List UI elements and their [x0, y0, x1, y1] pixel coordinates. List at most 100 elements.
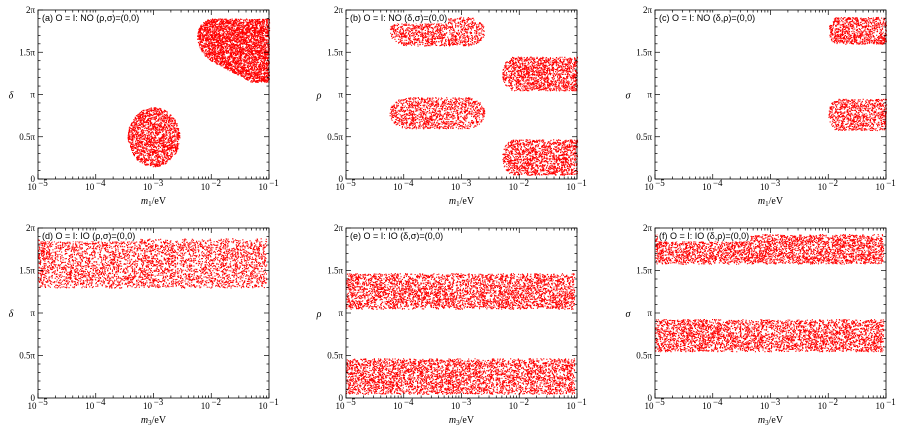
- panel-e: 10 −5 10 −4 10 −3 10 −2 10 −100.5ππ1.5π2πm3/eVρ(e…: [316, 223, 587, 427]
- x-tick-label: 10: [336, 182, 346, 192]
- x-tick-label: 10: [818, 182, 828, 192]
- panel-label: (e) O = I: IO (δ,σ)=(0,0): [350, 231, 443, 241]
- x-tick-exponent: −2: [828, 178, 838, 188]
- x-tick-exponent: −3: [462, 397, 472, 407]
- x-tick-exponent: −3: [771, 397, 781, 407]
- x-axis-label: m3/eV: [449, 415, 475, 427]
- x-tick-exponent: −4: [713, 397, 723, 407]
- scatter-region-c-2: [828, 98, 888, 132]
- x-tick-exponent: −4: [96, 178, 106, 188]
- x-tick-label: 10: [645, 401, 655, 411]
- scatter-points-a: [127, 18, 271, 168]
- scatter-points-c: [828, 16, 888, 132]
- x-tick-label: 10: [645, 182, 655, 192]
- y-tick-label: 2π: [643, 5, 653, 15]
- x-tick-exponent: −1: [886, 397, 896, 407]
- x-tick-label: 10: [876, 182, 886, 192]
- y-tick-label: π: [647, 90, 652, 100]
- y-tick-label: π: [338, 308, 343, 318]
- scatter-region-a-2: [197, 18, 271, 83]
- x-tick-exponent: −2: [828, 397, 838, 407]
- scatter-region-f-1: [655, 234, 885, 265]
- panel-f: 10 −5 10 −4 10 −3 10 −2 10 −100.5ππ1.5π2πm3/eVσ(f…: [626, 223, 896, 427]
- y-tick-label: 1.5π: [636, 47, 652, 57]
- y-axis-label: σ: [626, 91, 632, 102]
- x-tick-exponent: −2: [519, 397, 529, 407]
- y-tick-label: 2π: [334, 223, 344, 233]
- y-axis-label: σ: [626, 309, 632, 320]
- y-tick-label: 0.5π: [19, 351, 35, 361]
- x-axis-label: m3/eV: [141, 415, 167, 427]
- x-axis-label: m1/eV: [758, 196, 784, 208]
- x-tick-exponent: −3: [462, 178, 472, 188]
- scatter-points-d: [38, 238, 268, 289]
- y-tick-label: 0: [339, 393, 344, 403]
- x-tick-exponent: −4: [96, 397, 106, 407]
- y-tick-label: 0.5π: [636, 351, 652, 361]
- y-tick-label: 2π: [26, 5, 36, 15]
- y-tick-label: π: [338, 90, 343, 100]
- x-tick-label: 10: [85, 401, 95, 411]
- x-tick-exponent: −1: [577, 397, 587, 407]
- x-tick-label: 10: [509, 182, 519, 192]
- x-tick-label: 10: [818, 401, 828, 411]
- y-tick-label: 2π: [643, 223, 653, 233]
- x-tick-label: 10: [201, 182, 211, 192]
- x-tick-exponent: −5: [346, 397, 356, 407]
- y-tick-label: 1.5π: [636, 266, 652, 276]
- x-tick-exponent: −4: [713, 178, 723, 188]
- y-tick-label: 0: [648, 393, 653, 403]
- x-tick-label: 10: [259, 401, 269, 411]
- x-tick-label: 10: [28, 401, 38, 411]
- scatter-region-b-2: [389, 97, 486, 130]
- y-tick-label: 0.5π: [636, 132, 652, 142]
- x-tick-label: 10: [393, 401, 403, 411]
- y-axis-label: δ: [9, 91, 14, 102]
- x-tick-label: 10: [85, 182, 95, 192]
- scatter-region-b-3: [502, 56, 579, 92]
- x-tick-label: 10: [876, 401, 886, 411]
- y-axis-label: ρ: [316, 91, 322, 102]
- x-tick-exponent: −1: [269, 397, 279, 407]
- scatter-region-b-4: [502, 139, 579, 176]
- x-tick-label: 10: [393, 182, 403, 192]
- x-tick-exponent: −2: [211, 178, 221, 188]
- y-tick-label: 0: [339, 174, 344, 184]
- scatter-region-b-1: [389, 16, 485, 47]
- x-tick-exponent: −3: [154, 178, 164, 188]
- x-tick-label: 10: [28, 182, 38, 192]
- y-tick-label: 1.5π: [19, 47, 35, 57]
- y-axis-label: δ: [9, 309, 14, 320]
- x-tick-label: 10: [201, 401, 211, 411]
- panel-label-bg: [349, 230, 445, 242]
- scatter-region-d-1: [38, 238, 268, 289]
- y-axis-label: ρ: [316, 309, 322, 320]
- panel-label-bg: [658, 230, 751, 242]
- x-tick-exponent: −5: [655, 397, 665, 407]
- x-tick-exponent: −2: [211, 397, 221, 407]
- x-axis-label: m1/eV: [449, 196, 475, 208]
- x-tick-label: 10: [143, 182, 153, 192]
- y-tick-label: 2π: [26, 223, 36, 233]
- x-tick-exponent: −5: [655, 178, 665, 188]
- x-tick-label: 10: [760, 182, 770, 192]
- x-tick-label: 10: [702, 182, 712, 192]
- panel-label: (f) O = I: IO (δ,ρ)=(0,0): [659, 231, 749, 241]
- x-tick-exponent: −3: [771, 178, 781, 188]
- x-tick-exponent: −3: [154, 397, 164, 407]
- x-tick-label: 10: [567, 401, 577, 411]
- y-tick-label: 1.5π: [327, 266, 343, 276]
- scatter-points-f: [655, 234, 885, 353]
- x-tick-label: 10: [143, 401, 153, 411]
- panel-label: (b) O = I: NO (δ,σ)=(0,0): [350, 13, 447, 23]
- panel-label-bg: [41, 12, 141, 24]
- x-tick-label: 10: [509, 401, 519, 411]
- y-tick-label: 0.5π: [327, 132, 343, 142]
- panel-label-bg: [41, 230, 137, 242]
- x-tick-exponent: −4: [404, 178, 414, 188]
- y-tick-label: 0: [31, 393, 36, 403]
- scatter-points-b: [389, 16, 579, 176]
- panel-d: 10 −5 10 −4 10 −3 10 −2 10 −100.5ππ1.5π2πm3/eVδ(d…: [9, 223, 279, 427]
- panel-label-bg: [349, 12, 449, 24]
